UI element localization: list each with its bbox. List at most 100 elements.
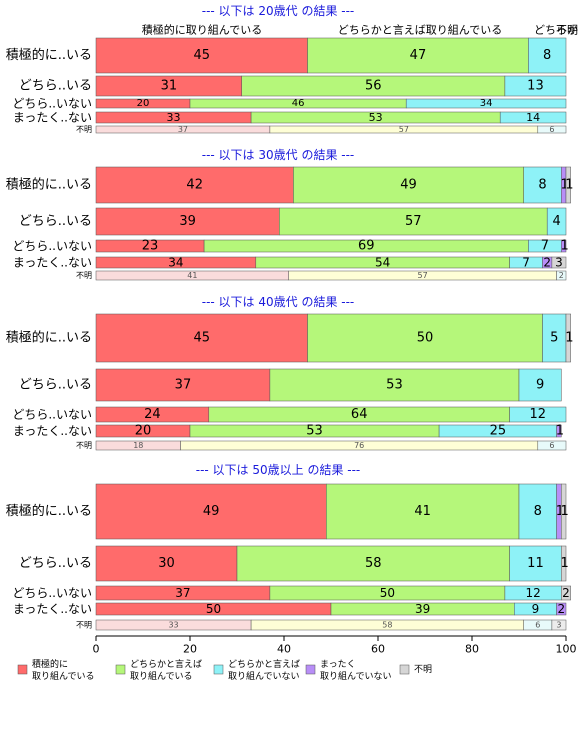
category-label: 積極的に..いる [6, 330, 92, 346]
bar-value-label: 1 [561, 239, 569, 254]
bar-segment [523, 166, 562, 204]
bar-value-label: 37 [175, 586, 190, 600]
bar-value-label: 53 [386, 378, 403, 393]
legend-item: 不明 [399, 664, 432, 675]
bar-value-label: 14 [526, 111, 540, 124]
category-label: まったく..ない [13, 256, 92, 270]
category-label: どちら..いる [19, 556, 92, 571]
bar-segment [504, 75, 567, 97]
panel-title: --- 以下は 20歳代 の結果 --- [202, 4, 355, 18]
legend-label: まったく [320, 659, 356, 670]
bar-segment [551, 619, 567, 631]
category-label: 不明 [76, 441, 92, 450]
category-label: どちら..いない [12, 586, 92, 600]
category-label: どちら..いない [12, 97, 92, 111]
bar-segment [95, 207, 280, 236]
bar-value-label: 7 [541, 239, 549, 254]
bar-value-label: 53 [369, 111, 383, 124]
bar-value-label: 2 [559, 271, 564, 280]
bar-value-label: 45 [193, 48, 210, 63]
bar-segment [518, 483, 557, 540]
category-label: まったく..ない [13, 111, 92, 125]
bar-segment [326, 483, 520, 540]
bar-segment [269, 368, 520, 402]
bar-value-label: 30 [158, 556, 175, 571]
bar-value-label: 58 [365, 556, 382, 571]
x-tick-label: 60 [371, 643, 385, 656]
bar-segment [565, 166, 571, 204]
bar-segment [518, 368, 562, 402]
bar-value-label: 50 [206, 602, 221, 616]
bar-value-label: 24 [144, 407, 161, 422]
panel: --- 以下は 40歳代 の結果 ---積極的に..いる 45 50 5 1どちら..い… [6, 295, 573, 451]
x-tick-label: 100 [556, 643, 577, 656]
legend-item: どちらかと言えば取り組んでいる [115, 658, 202, 682]
legend-label: どちらかと言えば [130, 658, 202, 670]
bar-value-label: 50 [380, 586, 395, 600]
bar-value-label: 47 [410, 48, 427, 63]
bar-segment [528, 37, 567, 74]
category-label: 不明 [76, 271, 92, 280]
bar-value-label: 18 [133, 441, 143, 450]
legend-swatch [213, 664, 224, 675]
bar-value-label: 76 [354, 441, 364, 450]
bar-value-label: 1 [561, 504, 569, 519]
bar-value-label: 37 [175, 378, 192, 393]
x-tick-label: 20 [183, 643, 197, 656]
legend-swatch [17, 664, 28, 675]
legend-item: 積極的に取り組んでいる [17, 658, 95, 682]
legend-label: 積極的に [32, 658, 68, 670]
bar-value-label: 69 [358, 239, 375, 254]
bar-segment [236, 545, 510, 582]
bar-value-label: 3 [556, 621, 561, 630]
bar-segment [537, 440, 567, 451]
bar-segment [95, 166, 294, 204]
legend-label: 不明 [414, 664, 432, 675]
bar-segment [537, 125, 567, 134]
bar-segment [95, 483, 327, 540]
x-tick-label: 0 [93, 643, 100, 656]
bar-segment [556, 424, 562, 438]
bar-value-label: 37 [178, 125, 188, 134]
panel-title: --- 以下は 30歳代 の結果 --- [202, 148, 355, 162]
category-label: 積極的に..いる [6, 177, 92, 193]
legend-swatch [399, 664, 410, 675]
bar-segment [556, 270, 567, 281]
legend: 積極的に取り組んでいるどちらかと言えば取り組んでいるどちらかと言えば取り組んでい… [17, 658, 432, 682]
bar-value-label: 1 [565, 178, 573, 193]
bar-segment [561, 239, 567, 253]
top-header-labels: 積極的に取り組んでいる どちらかと言えば取り組んでいる どちらかと言えば取り組んでい… [142, 23, 580, 37]
bar-segment [405, 98, 567, 109]
bar-value-label: 41 [187, 271, 197, 280]
bar-segment [307, 37, 529, 74]
category-label: 積極的に..いる [6, 47, 92, 63]
bar-value-label: 20 [135, 424, 152, 439]
bar-value-label: 9 [536, 378, 544, 393]
panel-title: --- 以下は 50歳以上 の結果 --- [196, 463, 361, 477]
bar-segment [95, 368, 271, 402]
panel: --- 以下は 20歳代 の結果 --- 積極的に..いる 45 47 8 どちら..いる… [6, 4, 567, 134]
bar-value-label: 2 [562, 586, 570, 600]
bar-segment [95, 37, 308, 74]
category-label: どちら..いない [12, 408, 92, 422]
bar-value-label: 39 [179, 214, 196, 229]
bar-value-label: 46 [292, 98, 305, 109]
bar-segment [499, 111, 567, 124]
bar-segment [556, 602, 567, 616]
bar-segment [561, 545, 567, 582]
panel: --- 以下は 30歳代 の結果 ---積極的に..いる 42 49 8 11どちら..… [6, 148, 573, 281]
bar-value-label: 9 [532, 602, 540, 616]
bar-value-label: 6 [549, 441, 554, 450]
bar-value-label: 7 [522, 256, 530, 270]
bar-value-label: 6 [535, 621, 540, 630]
panel: --- 以下は 50歳以上 の結果 ---積極的に..いる 49 41 8 11どちら.… [6, 463, 571, 631]
bar-value-label: 20 [137, 98, 150, 109]
category-label: まったく..ない [13, 602, 92, 616]
bar-segment [561, 483, 567, 540]
bar-value-label: 8 [538, 178, 546, 193]
x-tick-label: 80 [465, 643, 479, 656]
bar-value-label: 2 [543, 256, 551, 270]
bar-value-label: 49 [400, 178, 417, 193]
